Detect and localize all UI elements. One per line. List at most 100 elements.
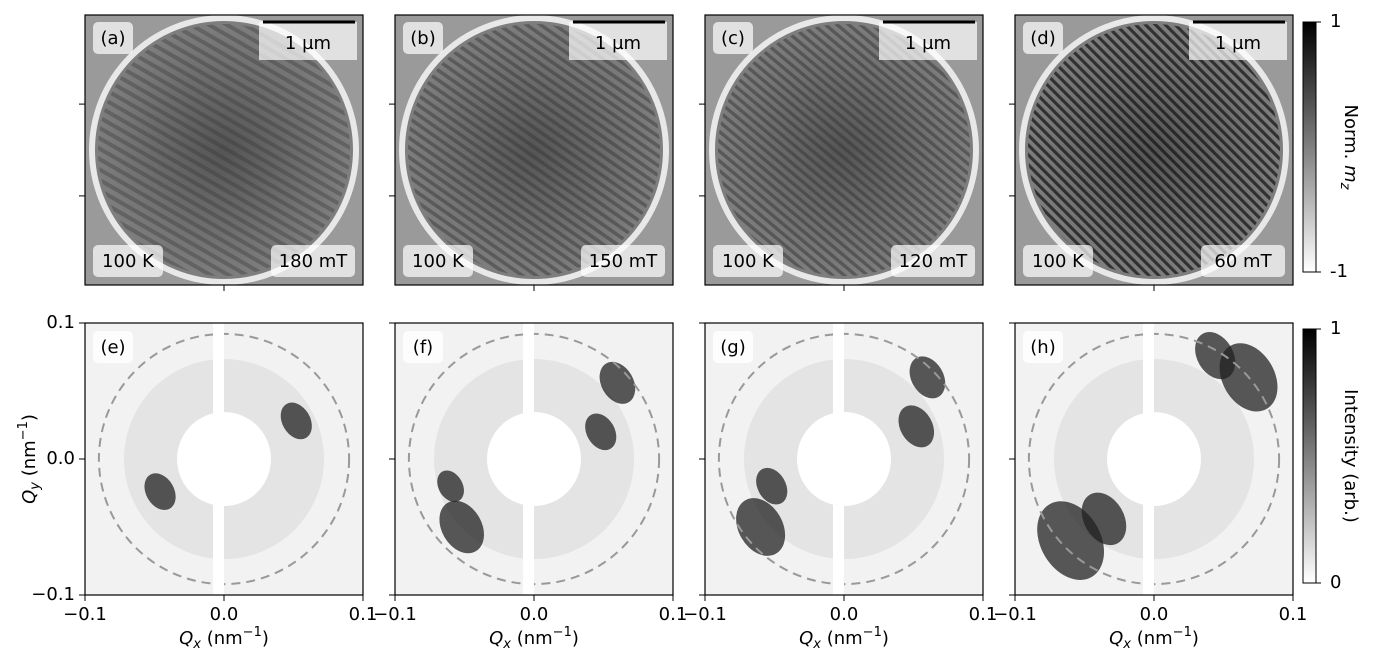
stripe-domains [98, 24, 350, 276]
x-axis-label: Qx (nm−1) [179, 625, 269, 652]
x-tick-label: −0.1 [63, 604, 107, 625]
panel-label: (c) [721, 28, 745, 49]
colorbar [1302, 21, 1317, 273]
x-label-part: ) [262, 628, 269, 649]
colorbar-tick-label: 1 [1330, 11, 1341, 32]
panel-label: (d) [1030, 28, 1055, 49]
colorbar-label-part: m [1340, 165, 1361, 183]
scale-bar-label: 1 µm [1215, 33, 1261, 54]
scale-bar-label: 1 µm [595, 33, 641, 54]
x-tick-label: 0.1 [349, 604, 378, 625]
x-tick-label: 0.1 [969, 604, 998, 625]
speckle [585, 413, 617, 451]
x-tick-label: −0.1 [993, 604, 1037, 625]
colorbar-label: Intensity (arb.) [1340, 389, 1361, 523]
x-tick-label: −0.1 [683, 604, 727, 625]
label-box [259, 22, 357, 60]
temperature: 100 K [412, 251, 465, 272]
panel-label: (h) [1030, 337, 1055, 358]
beamstop [487, 412, 581, 506]
beamstop [797, 412, 891, 506]
label-box [581, 245, 665, 277]
colorbar-tick-label: 1 [1330, 318, 1341, 339]
colorbar-tick-label: 0 [1330, 572, 1341, 593]
y-label-part: −1 [16, 421, 31, 440]
x-label-part: −1 [553, 625, 572, 640]
x-label-part: ) [1192, 628, 1199, 649]
x-label-part: ) [882, 628, 889, 649]
label-box [713, 331, 753, 363]
field: 60 mT [1214, 251, 1272, 272]
speckle [144, 473, 176, 511]
x-tick-label: 0.1 [1279, 604, 1308, 625]
label-box [271, 245, 355, 277]
x-tick-label: 0.0 [210, 604, 239, 625]
speckle [736, 498, 786, 556]
temperature: 100 K [722, 251, 775, 272]
beamstop [1107, 412, 1201, 506]
colorbar-label-part: Norm. [1340, 105, 1361, 166]
label-box [403, 22, 443, 54]
x-label-part: x [192, 637, 201, 652]
y-tick-label: −0.1 [31, 584, 75, 605]
x-label-part: x [1122, 637, 1131, 652]
stripe-domains [1028, 24, 1280, 276]
label-box [1189, 22, 1287, 60]
speckle [1195, 332, 1236, 380]
speckle [599, 361, 636, 404]
label-box [1023, 331, 1063, 363]
x-label-part: Q [489, 628, 503, 649]
speckle [909, 356, 946, 399]
y-label-part: (nm [19, 440, 40, 482]
x-axis-label: Qx (nm−1) [489, 625, 579, 652]
x-axis-label: Qx (nm−1) [1109, 625, 1199, 652]
x-label-part: ) [572, 628, 579, 649]
x-label-part: −1 [243, 625, 262, 640]
label-box [403, 245, 473, 277]
label-box [569, 22, 667, 60]
x-label-part: −1 [1173, 625, 1192, 640]
label-box [93, 22, 133, 54]
label-box [1201, 245, 1285, 277]
y-tick-label: 0.1 [46, 312, 75, 333]
x-label-part: (nm [201, 628, 243, 649]
x-tick-label: 0.0 [1140, 604, 1169, 625]
speckle [756, 467, 788, 505]
label-box [713, 22, 753, 54]
label-box [1023, 22, 1063, 54]
x-tick-label: 0.1 [659, 604, 688, 625]
speckle [439, 500, 484, 554]
x-label-part: x [502, 637, 511, 652]
scale-bar-label: 1 µm [905, 33, 951, 54]
x-label-part: (nm [511, 628, 553, 649]
colorbar [1302, 328, 1317, 584]
x-tick-label: 0.0 [830, 604, 859, 625]
y-label-part: Q [19, 490, 40, 504]
y-axis-label: Qy (nm−1) [16, 414, 43, 504]
y-tick-label: 0.0 [46, 448, 75, 469]
field: 150 mT [589, 251, 659, 272]
panel-label: (b) [410, 28, 435, 49]
panel-label: (g) [720, 337, 745, 358]
x-label-part: Q [179, 628, 193, 649]
panel-label: (e) [100, 337, 125, 358]
speckle [437, 470, 464, 502]
x-tick-label: 0.0 [520, 604, 549, 625]
label-box [713, 245, 783, 277]
speckle [280, 402, 312, 440]
label-box [403, 331, 443, 363]
y-label-part: y [28, 482, 43, 491]
x-label-part: Q [799, 628, 813, 649]
x-label-part: Q [1109, 628, 1123, 649]
label-box [93, 331, 133, 363]
x-label-part: x [812, 637, 821, 652]
temperature: 100 K [102, 251, 155, 272]
stripe-domains [718, 24, 970, 276]
temperature: 100 K [1032, 251, 1085, 272]
x-axis-label: Qx (nm−1) [799, 625, 889, 652]
colorbar-label-part: z [1338, 182, 1353, 191]
y-label-part: ) [19, 414, 40, 421]
panel-label: (a) [100, 28, 125, 49]
speckle [1081, 492, 1127, 546]
